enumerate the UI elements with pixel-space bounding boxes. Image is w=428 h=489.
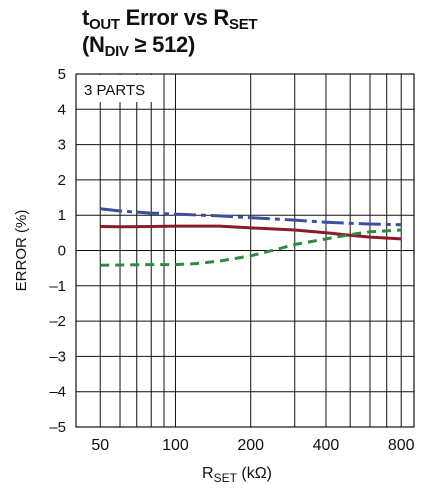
y-axis-label: ERROR (%)	[13, 210, 30, 292]
y-tick-label: –3	[49, 348, 66, 365]
y-tick-label: 0	[58, 243, 66, 260]
y-tick-label: 2	[58, 172, 66, 189]
title-error-vs-r: Error vs R	[119, 5, 230, 30]
y-gridlines	[76, 73, 414, 428]
title-line-1: tOUT Error vs RSET	[82, 5, 258, 33]
x-tick-label: 400	[313, 437, 340, 454]
x-axis-label-unit: (kΩ)	[237, 465, 272, 482]
series-line-2	[100, 224, 402, 241]
title-t: t	[82, 5, 90, 30]
title-condition: ≥ 512)	[128, 32, 196, 57]
x-tick-label: 800	[388, 437, 415, 454]
x-axis-label-sub: SET	[214, 471, 238, 485]
x-axis-label: RSET (kΩ)	[202, 465, 272, 485]
x-tick-label: 50	[91, 437, 109, 454]
x-tick-label: 200	[237, 437, 264, 454]
y-tick-label: 3	[58, 137, 66, 154]
title-sub-out: OUT	[89, 16, 120, 33]
y-tick-label: 1	[58, 207, 66, 224]
series-line-1	[100, 207, 402, 227]
title-line-2: (NDIV ≥ 512)	[82, 32, 196, 60]
series-layer	[100, 207, 402, 267]
y-tick-label: 4	[58, 101, 66, 118]
y-tick-label: –2	[49, 313, 66, 330]
y-tick-label: –5	[49, 419, 66, 436]
y-tick-labels: –5 –4 –3 –2 –1 0 1 2 3 4 5	[49, 66, 66, 436]
series-line-3	[100, 228, 402, 267]
y-tick-label: –4	[49, 384, 66, 401]
chart-title: tOUT Error vs RSET (NDIV ≥ 512)	[82, 4, 258, 60]
plot-frame	[75, 73, 415, 428]
x-axis-label-r: R	[202, 465, 214, 482]
annotation-label: 3 PARTS	[84, 82, 145, 99]
y-tick-label: –1	[49, 278, 66, 295]
title-n: (N	[82, 32, 105, 57]
x-tick-label: 100	[162, 437, 189, 454]
y-tick-label: 5	[58, 66, 66, 83]
x-tick-labels: 50 100 200 400 800	[91, 437, 414, 454]
title-sub-set: SET	[229, 16, 258, 33]
annotation-box	[77, 75, 157, 102]
title-sub-div: DIV	[104, 43, 129, 60]
